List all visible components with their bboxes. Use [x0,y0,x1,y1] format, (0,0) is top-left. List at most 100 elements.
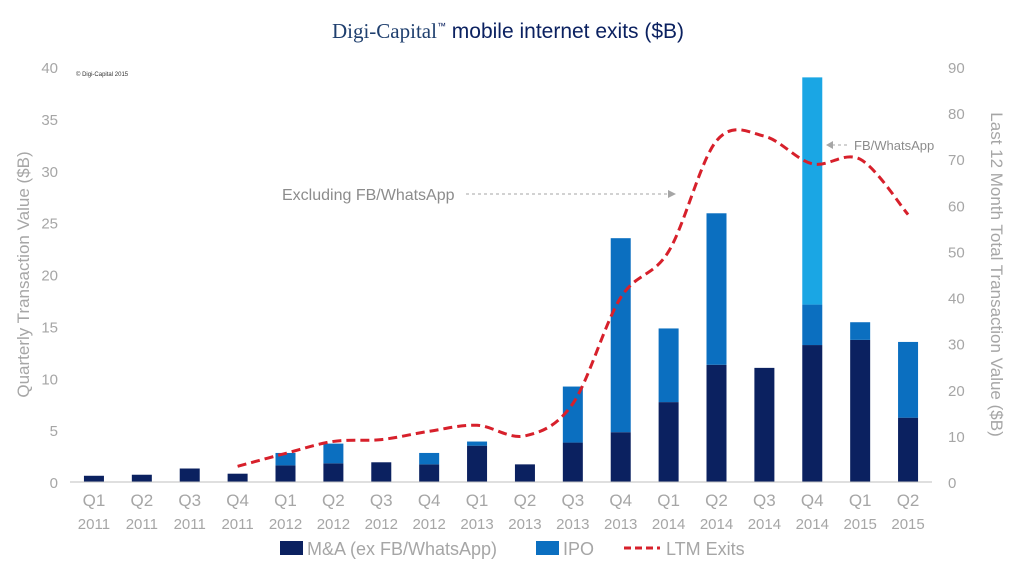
bar-m-a-ex-fb-whatsapp [83,475,104,482]
x-tick-quarter: Q4 [801,491,824,510]
y-left-tick-label: 20 [41,268,58,285]
x-tick-quarter: Q2 [705,491,728,510]
y-left-tick-label: 40 [41,60,58,77]
x-tick-quarter: Q4 [609,491,632,510]
y-right-tick-label: 50 [948,244,965,261]
bar-m-a-ex-fb-whatsapp [275,465,296,482]
x-tick-year: 2012 [412,516,445,533]
x-tick-year: 2015 [891,516,924,533]
title-tm: ™ [437,21,446,31]
x-tick-quarter: Q3 [561,491,584,510]
bar-ipo [467,441,488,446]
y-right-axis-title: Last 12 Month Total Transaction Value ($… [987,112,1006,436]
y-right-tick-label: 20 [948,383,965,400]
bar-m-a-ex-fb-whatsapp [419,464,440,482]
x-tick-year: 2011 [221,516,253,533]
bar-m-a-ex-fb-whatsapp [131,474,152,482]
x-tick-year: 2012 [269,516,302,533]
legend-label: IPO [563,539,594,559]
bar-ipo [802,304,823,346]
x-tick-quarter: Q4 [418,491,441,510]
bar-m-a-ex-fb-whatsapp [610,432,631,482]
bar-m-a-ex-fb-whatsapp [562,442,583,482]
x-tick-quarter: Q2 [897,491,920,510]
chart-title: Digi-Capital™ mobile internet exits ($B) [332,19,684,43]
bar-ipo [658,328,679,403]
y-left-axis-title: Quarterly Transaction Value ($B) [14,151,33,397]
y-left-tick-label: 10 [41,371,58,388]
y-right-tick-label: 0 [948,475,956,492]
y-right-tick-label: 60 [948,198,965,215]
x-tick-quarter: Q3 [753,491,776,510]
x-tick-year: 2014 [652,516,685,533]
x-tick-quarter: Q1 [466,491,489,510]
bar-ipo [419,452,440,465]
x-tick-year: 2014 [748,516,781,533]
bar-m-a-ex-fb-whatsapp [658,402,679,482]
x-tick-year: 2011 [174,516,206,533]
legend-swatch [280,541,303,555]
x-tick-year: 2012 [317,516,350,533]
y-left-tick-label: 30 [41,164,58,181]
y-right-tick-label: 40 [948,291,965,308]
x-tick-year: 2013 [604,516,637,533]
bar-m-a-ex-fb-whatsapp [514,464,535,482]
x-tick-year: 2013 [556,516,589,533]
bar-fb-whatsapp [802,77,823,305]
bar-m-a-ex-fb-whatsapp [754,367,775,482]
x-tick-year: 2013 [460,516,493,533]
annotation-excluding-fb-whatsapp: Excluding FB/WhatsApp [282,187,455,204]
bar-ipo [562,386,583,443]
y-right-tick-label: 10 [948,429,965,446]
bar-ipo [850,322,871,340]
x-tick-quarter: Q1 [83,491,106,510]
bar-m-a-ex-fb-whatsapp [179,468,200,482]
title-rest: mobile internet exits ($B) [446,20,684,43]
x-tick-quarter: Q1 [849,491,872,510]
x-tick-year: 2011 [126,516,158,533]
legend-label: LTM Exits [666,539,745,559]
ltm-exits-line [237,128,910,468]
bar-ipo [706,213,727,365]
x-tick-quarter: Q2 [130,491,153,510]
bar-m-a-ex-fb-whatsapp [802,345,823,482]
x-tick-quarter: Q3 [178,491,201,510]
x-tick-year: 2014 [700,516,733,533]
x-tick-quarter: Q2 [514,491,537,510]
x-tick-quarter: Q2 [322,491,345,510]
x-tick-year: 2012 [365,516,398,533]
x-tick-year: 2011 [78,516,110,533]
bar-m-a-ex-fb-whatsapp [323,463,344,482]
x-tick-year: 2013 [508,516,541,533]
annotation-arrow-head-2 [826,141,833,149]
copyright-text: © Digi-Capital 2015 [76,71,129,78]
bar-m-a-ex-fb-whatsapp [706,364,727,482]
annotation-fb-whatsapp: FB/WhatsApp [854,138,934,153]
y-right-tick-label: 80 [948,106,965,123]
y-right-tick-label: 90 [948,60,965,77]
legend-swatch [536,541,559,555]
y-left-tick-label: 5 [50,423,58,440]
y-left-tick-label: 15 [41,319,58,336]
legend-label: M&A (ex FB/WhatsApp) [307,539,497,559]
x-tick-year: 2014 [796,516,829,533]
y-right-tick-label: 30 [948,337,965,354]
bar-m-a-ex-fb-whatsapp [371,462,392,482]
bar-m-a-ex-fb-whatsapp [467,445,488,482]
x-tick-quarter: Q1 [274,491,297,510]
title-brand: Digi-Capital [332,19,437,43]
bar-ipo [323,443,344,464]
x-tick-quarter: Q4 [226,491,249,510]
x-tick-quarter: Q3 [370,491,393,510]
x-tick-year: 2015 [843,516,876,533]
bar-m-a-ex-fb-whatsapp [898,417,919,482]
annotation-arrow-head [668,190,676,198]
bar-m-a-ex-fb-whatsapp [850,339,871,482]
y-left-tick-label: 35 [41,112,58,129]
x-tick-quarter: Q1 [657,491,680,510]
y-left-tick-label: 25 [41,216,58,233]
bar-ipo [610,238,631,433]
y-right-tick-label: 70 [948,152,965,169]
bar-ipo [898,341,919,418]
